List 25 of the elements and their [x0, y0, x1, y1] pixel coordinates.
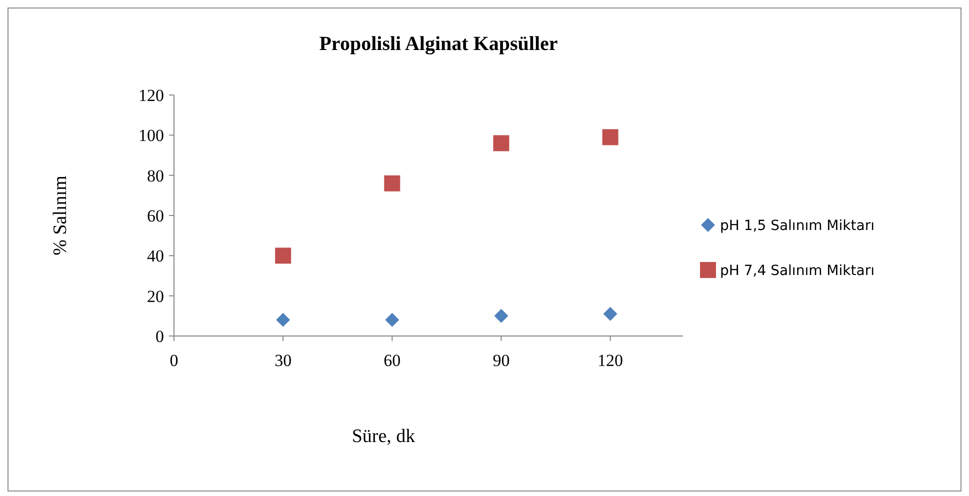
point [603, 306, 618, 321]
x-tick-label: 120 [598, 351, 624, 370]
point [493, 135, 510, 152]
point [276, 312, 290, 327]
y-axis-title: % Salınım [50, 175, 71, 256]
legend-label: pH 1,5 Salınım Miktarı [720, 218, 874, 234]
y-tick-label: 60 [147, 206, 164, 226]
x-axis-title: Süre, dk [352, 426, 416, 447]
y-tick-label: 120 [138, 86, 164, 105]
x-tick-label: 90 [492, 351, 510, 370]
y-tick-label: 0 [156, 326, 164, 346]
x-tick-label: 60 [384, 351, 401, 370]
point [384, 175, 400, 192]
y-tick-label: 80 [147, 166, 164, 186]
legend-label: pH 7,4 Salınım Miktarı [720, 262, 874, 279]
x-tick-label: 30 [274, 351, 292, 370]
y-tick-label: 20 [147, 286, 164, 306]
chart-title: Propolisli Alginat Kapsüller [319, 33, 558, 55]
y-tick-label: 40 [147, 246, 164, 266]
point [602, 129, 618, 146]
point [494, 308, 508, 323]
point [385, 312, 400, 327]
point [275, 248, 292, 264]
y-tick-label: 100 [138, 126, 164, 146]
x-tick-label: 0 [170, 351, 178, 370]
